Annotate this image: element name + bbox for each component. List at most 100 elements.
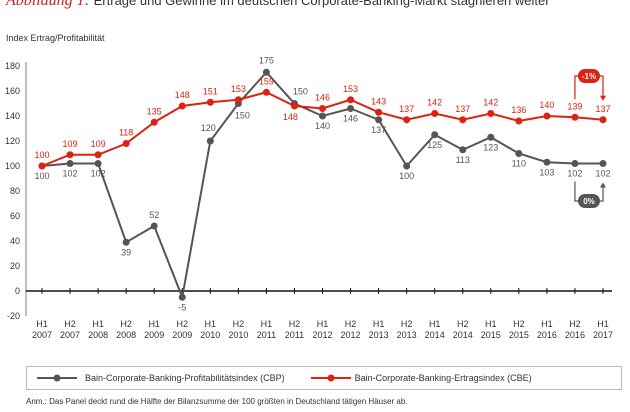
data-label: 175: [259, 55, 274, 65]
data-point: [262, 88, 270, 96]
data-label: 146: [315, 93, 330, 103]
data-label: 109: [63, 139, 78, 149]
x-tick-label-half: H1: [36, 319, 48, 329]
x-tick-label-half: H2: [345, 319, 357, 329]
figure-label: Abbildung 1:: [6, 0, 90, 9]
data-label: 148: [283, 112, 298, 122]
legend: Bain-Corporate-Banking-Profitabilitätsin…: [26, 366, 622, 390]
data-label: 150: [235, 111, 250, 121]
legend-marker-cbe: [310, 374, 351, 382]
legend-label-cbe: Bain-Corporate-Banking-Ertragsindex (CBE…: [354, 373, 532, 383]
data-label: 109: [91, 139, 106, 149]
data-point: [459, 146, 467, 154]
y-tick-label: 40: [10, 236, 20, 246]
data-label: 39: [121, 247, 131, 257]
data-point: [515, 117, 523, 125]
data-point: [375, 116, 383, 124]
data-label: 102: [595, 169, 610, 179]
data-point: [515, 150, 523, 157]
x-tick-label-year: 2007: [32, 330, 52, 340]
y-tick-label: 60: [10, 211, 20, 221]
data-point: [178, 102, 186, 110]
line-chart: -20020406080100120140160180H12007H22007H…: [5, 55, 613, 340]
x-tick-label-year: 2014: [453, 330, 473, 340]
data-label: -5: [178, 302, 186, 312]
x-tick-label-half: H2: [64, 319, 76, 329]
x-tick-label-half: H1: [261, 319, 273, 329]
data-label: 102: [567, 169, 582, 179]
data-point: [543, 112, 551, 120]
x-tick-label-half: H1: [205, 319, 217, 329]
x-tick-label-year: 2017: [593, 330, 613, 340]
data-label: 142: [483, 98, 498, 108]
data-point: [122, 238, 130, 246]
chart-title: Abbildung 1: Erträge und Gewinne im deut…: [6, 0, 624, 10]
annotation-label-cbp: 0%: [583, 197, 595, 206]
y-tick-label: 80: [10, 186, 20, 196]
x-tick-label-half: H2: [457, 319, 469, 329]
x-tick-label-half: H1: [92, 319, 104, 329]
data-label: 123: [483, 142, 498, 152]
data-label: 140: [315, 121, 330, 131]
data-point: [403, 116, 411, 124]
annotation-pill-cbe: [577, 69, 600, 83]
x-tick-label-half: H2: [120, 319, 132, 329]
y-tick-label: 180: [5, 61, 20, 71]
data-point: [571, 160, 579, 167]
x-tick-label-year: 2010: [200, 330, 220, 340]
data-point: [150, 118, 158, 126]
data-label: 137: [371, 125, 386, 135]
data-label: 146: [343, 114, 358, 124]
data-point: [94, 151, 102, 159]
data-label: 137: [399, 104, 414, 114]
data-point: [543, 158, 551, 166]
legend-item-cbp: Bain-Corporate-Banking-Profitabilitätsin…: [37, 373, 285, 383]
data-label: 125: [427, 140, 442, 150]
y-tick-label: 120: [5, 136, 20, 146]
data-label: 135: [147, 106, 162, 116]
x-tick-label-half: H2: [513, 319, 525, 329]
x-tick-label-year: 2009: [172, 330, 192, 340]
legend-label-cbp: Bain-Corporate-Banking-Profitabilitätsin…: [85, 373, 285, 383]
data-point: [94, 160, 102, 167]
data-point: [290, 102, 298, 110]
data-label: 118: [119, 128, 133, 138]
y-tick-label: 100: [5, 161, 20, 171]
x-tick-label-year: 2016: [565, 330, 585, 340]
data-point: [347, 96, 355, 104]
data-point: [599, 116, 607, 124]
data-point: [66, 151, 74, 159]
x-tick-label-year: 2012: [341, 330, 361, 340]
y-tick-label: 160: [5, 86, 20, 96]
x-tick-label-half: H1: [148, 319, 160, 329]
x-tick-label-year: 2016: [537, 330, 557, 340]
data-point: [487, 133, 495, 141]
x-tick-label-year: 2014: [425, 330, 445, 340]
data-label: 143: [371, 96, 386, 106]
y-tick-label: 0: [15, 286, 20, 296]
data-label: 142: [427, 98, 442, 108]
legend-marker-cbp: [37, 374, 77, 382]
data-point: [150, 222, 158, 230]
data-label: 140: [539, 100, 554, 110]
data-label: 137: [595, 104, 610, 114]
x-tick-label-year: 2013: [397, 330, 417, 340]
data-label: 139: [567, 101, 582, 111]
x-tick-label-year: 2010: [228, 330, 248, 340]
data-point: [206, 137, 214, 145]
data-point: [319, 112, 326, 120]
data-point: [206, 98, 214, 106]
data-point: [375, 108, 383, 116]
data-label: 153: [231, 84, 246, 94]
x-tick-label-half: H2: [401, 319, 413, 329]
data-point: [403, 162, 411, 170]
data-point: [347, 105, 355, 112]
x-tick-label-year: 2011: [285, 330, 304, 340]
data-label: 100: [34, 150, 49, 160]
footnote: Anm.: Das Panel deckt rund die Hälfte de…: [26, 397, 408, 406]
data-label: 100: [34, 171, 49, 181]
y-tick-label: -20: [7, 311, 20, 321]
data-label: 102: [63, 169, 78, 179]
x-tick-label-year: 2015: [481, 330, 501, 340]
data-label: 136: [511, 105, 526, 115]
